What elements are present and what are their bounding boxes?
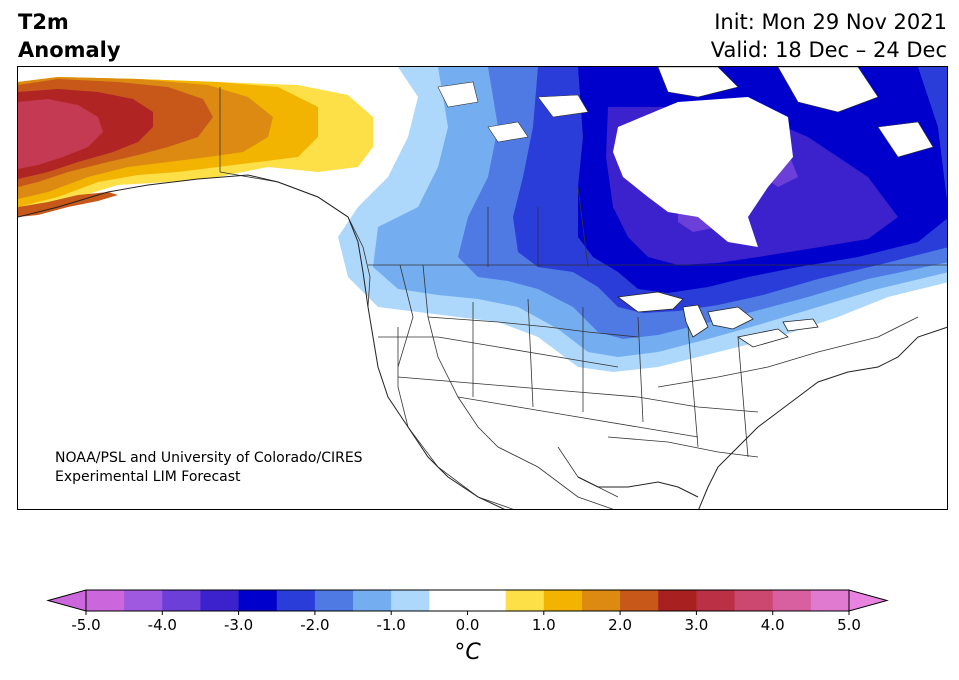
credit-text: NOAA/PSL and University of Colorado/CIRE… bbox=[55, 449, 363, 487]
hudson-bay bbox=[613, 97, 793, 247]
colorbar-swatch bbox=[772, 590, 812, 611]
colorbar-swatch bbox=[810, 590, 850, 611]
coastlines bbox=[18, 174, 947, 509]
colorbar-swatch bbox=[124, 590, 163, 611]
colorbar-units: °C bbox=[454, 640, 481, 665]
great-lakes bbox=[616, 291, 819, 348]
colorbar-tick-label: 5.0 bbox=[837, 616, 861, 634]
colorbar-tick-label: 4.0 bbox=[761, 616, 785, 634]
colorbar-swatch bbox=[581, 590, 621, 611]
colorbar-extend-high bbox=[848, 589, 889, 612]
colorbar-tick-label: -5.0 bbox=[71, 616, 100, 634]
title-line-1: T2m bbox=[18, 10, 69, 34]
colorbar-tick-label: 2.0 bbox=[608, 616, 632, 634]
colorbar-swatch bbox=[658, 590, 697, 611]
colorbar-extend-low bbox=[46, 589, 87, 612]
valid-date-range: Valid: 18 Dec – 24 Dec bbox=[710, 38, 947, 62]
colorbar-tick-label: -2.0 bbox=[300, 616, 329, 634]
colorbar-swatch bbox=[620, 590, 659, 611]
colorbar-swatch bbox=[734, 590, 774, 611]
init-date: Init: Mon 29 Nov 2021 bbox=[714, 10, 947, 34]
colorbar-swatch bbox=[353, 590, 392, 611]
colorbar-tick-label: -4.0 bbox=[148, 616, 177, 634]
colorbar-swatch bbox=[162, 590, 201, 611]
colorbar-svg: -5.0 -4.0 -3.0 -2.0 -1.0 0.0 1.0 2.0 3.0 4.0 5.0 bbox=[46, 589, 889, 634]
colorbar-swatch bbox=[696, 590, 736, 611]
colorbar-swatch bbox=[467, 590, 507, 611]
colorbar-tick-label: 0.0 bbox=[456, 616, 480, 634]
colorbar-swatch bbox=[429, 590, 468, 611]
colorbar-tick-label: 3.0 bbox=[684, 616, 708, 634]
region-warm-max bbox=[18, 99, 103, 169]
colorbar-swatch bbox=[505, 590, 545, 611]
title-right: Init: Mon 29 Nov 2021 Valid: 18 Dec – 24… bbox=[711, 8, 947, 64]
colorbar-swatch bbox=[391, 590, 430, 611]
map-panel bbox=[17, 66, 948, 510]
colorbar-swatch bbox=[200, 590, 240, 611]
colorbar: -5.0 -4.0 -3.0 -2.0 -1.0 0.0 1.0 2.0 3.0 4.0 5.0 bbox=[0, 580, 959, 680]
title-left: T2m Anomaly bbox=[18, 8, 121, 64]
colorbar-swatch bbox=[543, 590, 583, 611]
colorbar-tick-label: -1.0 bbox=[377, 616, 406, 634]
anomaly-map bbox=[18, 67, 947, 509]
colorbar-swatch bbox=[314, 590, 354, 611]
title-line-2: Anomaly bbox=[18, 38, 121, 62]
credit-line-2: Experimental LIM Forecast bbox=[55, 469, 241, 485]
colorbar-swatch bbox=[86, 590, 125, 611]
colorbar-tick-label: 1.0 bbox=[532, 616, 556, 634]
colorbar-tick-label: -3.0 bbox=[224, 616, 253, 634]
credit-line-1: NOAA/PSL and University of Colorado/CIRE… bbox=[55, 450, 363, 466]
colorbar-swatch bbox=[276, 590, 316, 611]
colorbar-swatch bbox=[238, 590, 278, 611]
arctic-islands bbox=[437, 67, 934, 158]
